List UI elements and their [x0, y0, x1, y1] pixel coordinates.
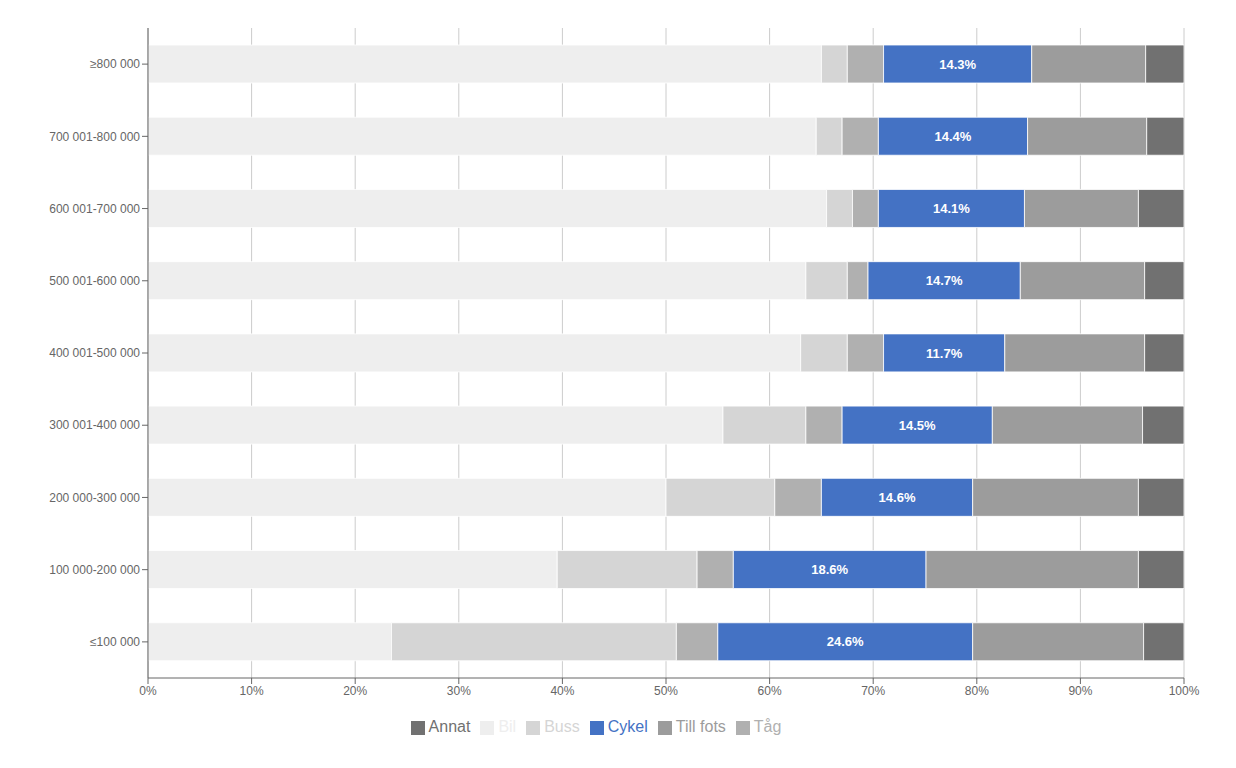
svg-text:500 001-600 000: 500 001-600 000: [49, 274, 140, 288]
svg-text:14.1%: 14.1%: [933, 201, 970, 216]
svg-text:100%: 100%: [1169, 684, 1200, 698]
html-text:Annat: Annat: [428, 718, 471, 735]
svg-text:300 001-400 000: 300 001-400 000: [49, 418, 140, 432]
svg-text:600 001-700 000: 600 001-700 000: [49, 202, 140, 216]
svg-text:≤100 000: ≤100 000: [90, 635, 140, 649]
html-text:Bil: Bil: [498, 718, 517, 735]
html-text:Till fots: Till fots: [675, 718, 726, 735]
svg-text:100 000-200 000: 100 000-200 000: [49, 563, 140, 577]
html-text:Cykel: Cykel: [607, 718, 648, 735]
svg-text:50%: 50%: [654, 684, 678, 698]
svg-text:14.5%: 14.5%: [899, 418, 936, 433]
svg-text:30%: 30%: [447, 684, 471, 698]
svg-text:80%: 80%: [965, 684, 989, 698]
html-text:Buss: Buss: [544, 718, 580, 735]
svg-text:≥800 000: ≥800 000: [90, 57, 140, 71]
svg-text:40%: 40%: [550, 684, 574, 698]
svg-text:18.6%: 18.6%: [811, 562, 848, 577]
svg-text:700 001-800 000: 700 001-800 000: [49, 130, 140, 144]
svg-text:10%: 10%: [240, 684, 264, 698]
svg-text:70%: 70%: [861, 684, 885, 698]
svg-text:200 000-300 000: 200 000-300 000: [49, 491, 140, 505]
svg-text:14.3%: 14.3%: [939, 57, 976, 72]
svg-text:400 001-500 000: 400 001-500 000: [49, 346, 140, 360]
svg-text:14.4%: 14.4%: [935, 129, 972, 144]
svg-text:0%: 0%: [139, 684, 157, 698]
svg-text:20%: 20%: [343, 684, 367, 698]
svg-text:24.6%: 24.6%: [827, 634, 864, 649]
svg-text:60%: 60%: [758, 684, 782, 698]
svg-text:14.7%: 14.7%: [926, 273, 963, 288]
svg-text:90%: 90%: [1068, 684, 1092, 698]
svg-text:14.6%: 14.6%: [879, 490, 916, 505]
html-text:Tåg: Tåg: [753, 718, 782, 735]
svg-text:11.7%: 11.7%: [926, 346, 963, 361]
